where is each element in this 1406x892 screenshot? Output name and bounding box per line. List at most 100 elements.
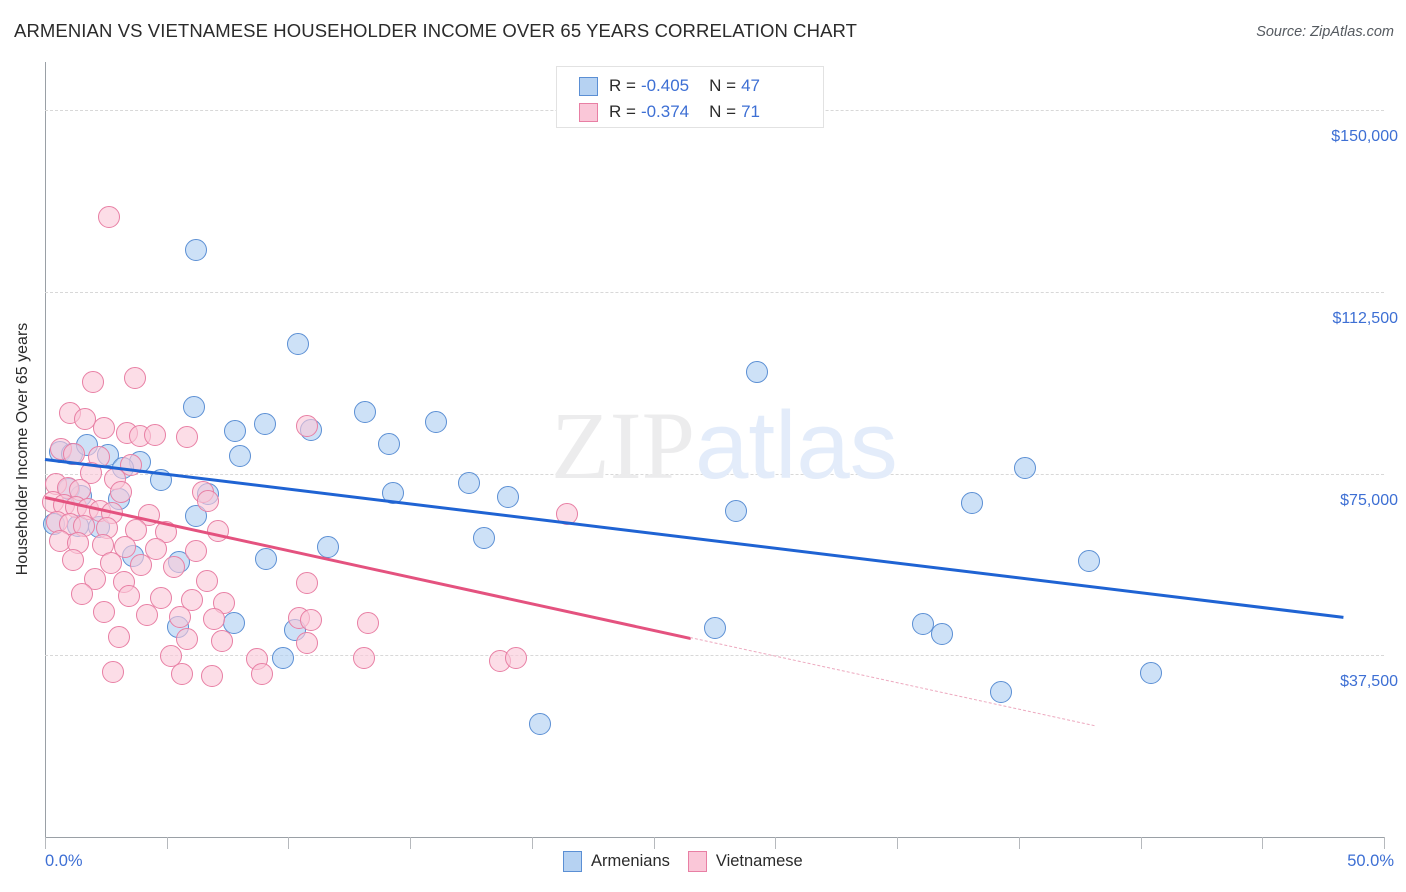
scatter-point-blue [912, 613, 935, 636]
gridline [45, 292, 1384, 294]
stat-n-key-armenians: N = [709, 76, 737, 95]
legend-item-armenians[interactable]: Armenians [563, 851, 670, 872]
scatter-point-pink [296, 572, 319, 595]
y-axis-title: Householder Income Over 65 years [14, 322, 31, 576]
scatter-point-blue [224, 419, 247, 442]
scatter-point-blue [473, 527, 496, 550]
y-axis-tick-label: $150,000 [1331, 128, 1398, 146]
scatter-point-pink [119, 453, 142, 476]
scatter-point-pink [181, 589, 204, 612]
stat-n-key-vietnamese: N = [709, 102, 737, 121]
scatter-point-pink [99, 551, 122, 574]
scatter-point-pink [125, 518, 148, 541]
scatter-point-pink [71, 583, 94, 606]
scatter-point-pink [356, 611, 379, 634]
scatter-point-blue [931, 623, 954, 646]
scatter-point-pink [175, 628, 198, 651]
scatter-point-pink [123, 366, 146, 389]
legend-item-vietnamese[interactable]: Vietnamese [687, 851, 803, 872]
scatter-point-pink [138, 504, 161, 527]
scatter-point-pink [505, 646, 528, 669]
x-axis-tick [166, 837, 168, 849]
scatter-point-pink [556, 503, 579, 526]
scatter-point-pink [170, 663, 193, 686]
scatter-point-pink [82, 371, 105, 394]
scatter-point-blue [1014, 456, 1037, 479]
scatter-point-pink [62, 549, 85, 572]
x-axis-tick [531, 837, 533, 849]
scatter-point-pink [197, 489, 220, 512]
scatter-point-pink [201, 665, 224, 688]
y-axis-tick-label: $112,500 [1332, 310, 1398, 328]
x-axis-tick [1384, 837, 1385, 849]
legend-swatch-armenians [563, 851, 582, 872]
scatter-point-pink [300, 609, 323, 632]
scatter-point-pink [185, 540, 208, 563]
scatter-point-pink [145, 538, 168, 561]
scatter-point-pink [169, 605, 192, 628]
scatter-point-pink [110, 480, 133, 503]
scatter-point-pink [352, 647, 375, 670]
scatter-point-blue [746, 361, 769, 384]
scatter-point-blue [724, 500, 747, 523]
stat-swatch-armenians [579, 76, 598, 96]
x-axis-tick [288, 837, 290, 849]
x-axis-tick [775, 837, 777, 849]
y-axis-tick-label: $75,000 [1340, 491, 1398, 509]
scatter-point-pink [118, 585, 141, 608]
stat-row-armenians: R = -0.405 N = 47 [579, 73, 823, 99]
scatter-point-blue [382, 482, 405, 505]
x-axis-line [45, 837, 1384, 838]
scatter-point-pink [63, 442, 86, 465]
x-axis-tick [1140, 837, 1142, 849]
x-axis-min-label: 0.0% [45, 852, 83, 870]
scatter-point-blue [272, 647, 295, 670]
scatter-point-pink [98, 206, 121, 229]
scatter-point-blue [229, 445, 252, 468]
stat-r-value-vietnamese: -0.374 [640, 102, 690, 121]
scatter-point-blue [960, 492, 983, 515]
scatter-point-blue [497, 485, 520, 508]
x-axis-tick [45, 837, 46, 849]
series-legend: Armenians Vietnamese [563, 851, 803, 872]
x-axis-tick [1018, 837, 1020, 849]
stat-n-value-vietnamese: 71 [741, 102, 760, 121]
x-axis-max-label: 50.0% [1347, 852, 1394, 870]
scatter-point-blue [185, 505, 208, 528]
scatter-point-blue [1078, 550, 1101, 573]
scatter-point-pink [202, 607, 225, 630]
legend-swatch-vietnamese [687, 851, 707, 872]
scatter-point-pink [213, 591, 236, 614]
scatter-point-pink [150, 587, 173, 610]
scatter-point-blue [254, 548, 277, 571]
scatter-point-pink [135, 603, 158, 626]
stat-row-vietnamese: R = -0.374 N = 71 [579, 99, 823, 125]
scatter-point-pink [162, 556, 185, 579]
scatter-point-blue [378, 432, 401, 455]
scatter-point-blue [529, 712, 552, 735]
scatter-point-pink [107, 626, 130, 649]
gridline [45, 473, 1384, 475]
chart-title: ARMENIAN VS VIETNAMESE HOUSEHOLDER INCOM… [14, 20, 858, 41]
x-axis-tick [1262, 837, 1264, 849]
scatter-point-pink [159, 645, 182, 668]
scatter-point-blue [182, 395, 205, 418]
scatter-point-pink [175, 425, 198, 448]
scatter-point-pink [79, 462, 102, 485]
x-axis-tick [897, 837, 899, 849]
y-axis-line [45, 62, 46, 837]
legend-label-vietnamese: Vietnamese [715, 852, 803, 870]
scatter-point-pink [296, 415, 319, 438]
scatter-point-pink [196, 569, 219, 592]
scatter-point-blue [1140, 661, 1162, 684]
scatter-point-blue [458, 472, 481, 495]
scatter-point-pink [114, 535, 137, 558]
scatter-point-pink [206, 519, 229, 542]
scatter-point-blue [287, 332, 310, 355]
scatter-point-pink [143, 423, 166, 446]
scatter-point-blue [703, 617, 726, 640]
scatter-point-pink [102, 660, 125, 683]
scatter-point-blue [150, 468, 173, 491]
x-axis-tick [410, 837, 412, 849]
